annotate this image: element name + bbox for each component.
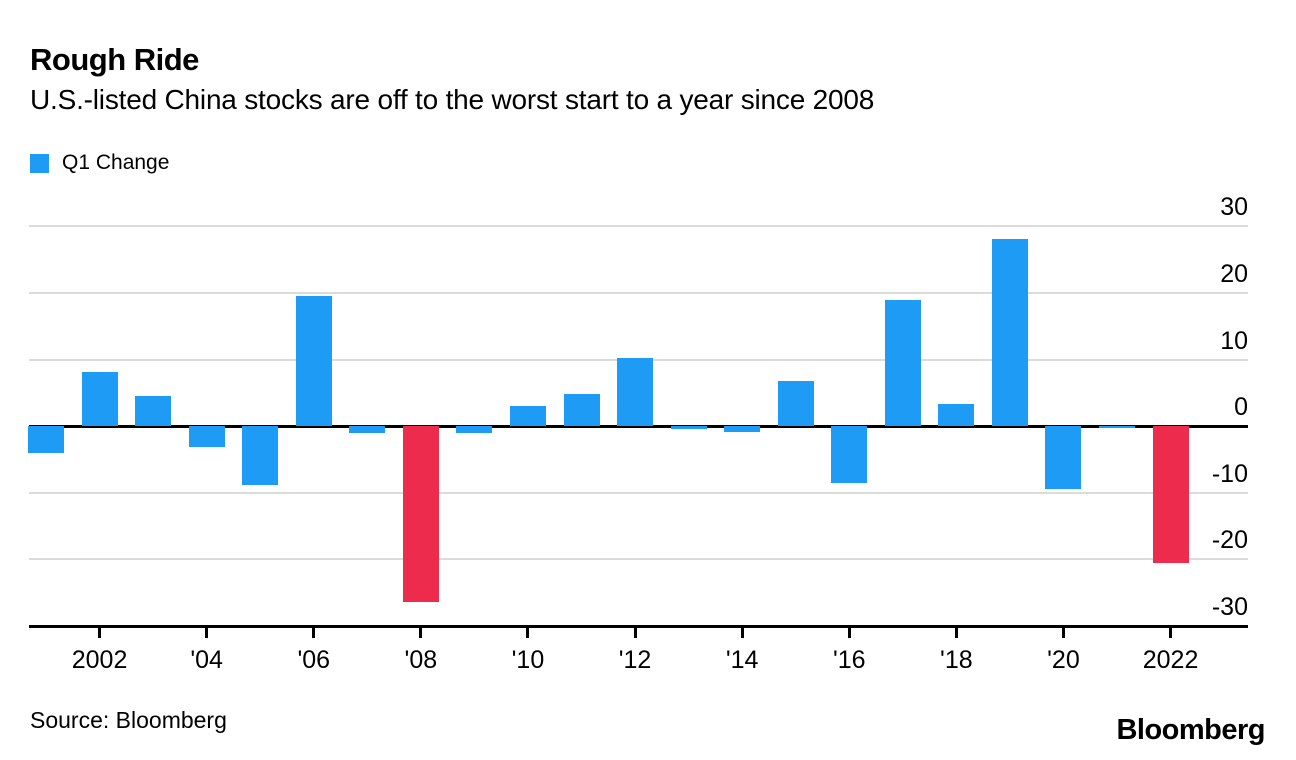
x-tick-label: '18 [940, 646, 973, 674]
x-tick-mark [954, 627, 958, 638]
x-tick-label: '04 [190, 646, 223, 674]
gridline [29, 491, 1248, 494]
chart-legend: Q1 Change [30, 151, 169, 175]
legend-swatch-icon [30, 153, 49, 173]
bar-2006 [295, 295, 332, 427]
bloomberg-logo: Bloomberg [1116, 714, 1265, 746]
plot-area: 30 20 10 0 -10 -20 -30 2002 '04 '06 '08 '10 '12 '14 '1… [28, 193, 1248, 673]
x-tick-label: '20 [1047, 646, 1080, 674]
bar-2013 [670, 426, 707, 429]
bar-2011 [563, 393, 600, 427]
chart-subtitle: U.S.-listed China stocks are off to the … [30, 84, 875, 115]
x-axis-line [29, 624, 1248, 628]
x-tick-label: '12 [618, 646, 652, 674]
bar-2005 [242, 426, 279, 485]
x-tick-label: 2022 [1142, 646, 1199, 674]
x-tick-mark [98, 627, 102, 638]
source-attribution: Source: Bloomberg [30, 707, 227, 733]
x-tick-mark [1061, 627, 1065, 638]
zero-axis-line [29, 424, 1248, 428]
y-tick-label: 0 [1234, 393, 1248, 422]
x-tick-label: '14 [725, 646, 759, 674]
x-tick-mark [847, 627, 851, 638]
x-tick-mark [205, 627, 209, 638]
x-tick-label: '16 [832, 646, 866, 674]
bar-2016 [831, 426, 868, 484]
bar-2007 [349, 426, 386, 433]
bar-2010 [509, 406, 546, 427]
bar-2014 [724, 426, 761, 433]
bar-2020 [1045, 426, 1082, 489]
bar-2017 [884, 299, 921, 427]
x-tick-mark [633, 627, 637, 638]
chart-title: Rough Ride [30, 42, 199, 77]
y-tick-label: -20 [1211, 526, 1248, 555]
bar-2002 [81, 371, 118, 427]
gridline [29, 558, 1248, 561]
bar-2018 [938, 404, 975, 427]
x-tick-mark [1169, 627, 1173, 638]
x-tick-mark [419, 627, 423, 638]
x-tick-mark [740, 627, 744, 638]
bar-2019 [991, 238, 1028, 427]
gridline [29, 291, 1248, 294]
x-tick-label: '06 [297, 646, 331, 674]
x-tick-label: 2002 [71, 646, 128, 674]
bar-2021 [1099, 426, 1135, 429]
x-tick-label: '10 [511, 646, 545, 674]
bar-2001 [28, 426, 64, 453]
bar-2009 [456, 426, 493, 434]
gridline [29, 225, 1248, 228]
x-tick-mark [526, 627, 530, 638]
x-tick-label: '08 [404, 646, 438, 674]
y-tick-label: -10 [1211, 459, 1248, 488]
bar-2004 [188, 426, 225, 447]
bar-2012 [617, 357, 654, 427]
bar-2022 [1152, 426, 1189, 563]
y-tick-label: 30 [1220, 193, 1248, 222]
y-tick-label: -30 [1211, 593, 1248, 621]
x-tick-mark [312, 627, 316, 638]
bar-2008 [402, 426, 439, 602]
bar-2003 [135, 396, 172, 427]
y-tick-label: 10 [1220, 326, 1248, 355]
legend-label: Q1 Change [62, 151, 170, 174]
y-tick-label: 20 [1220, 259, 1248, 288]
bar-2015 [777, 380, 814, 427]
